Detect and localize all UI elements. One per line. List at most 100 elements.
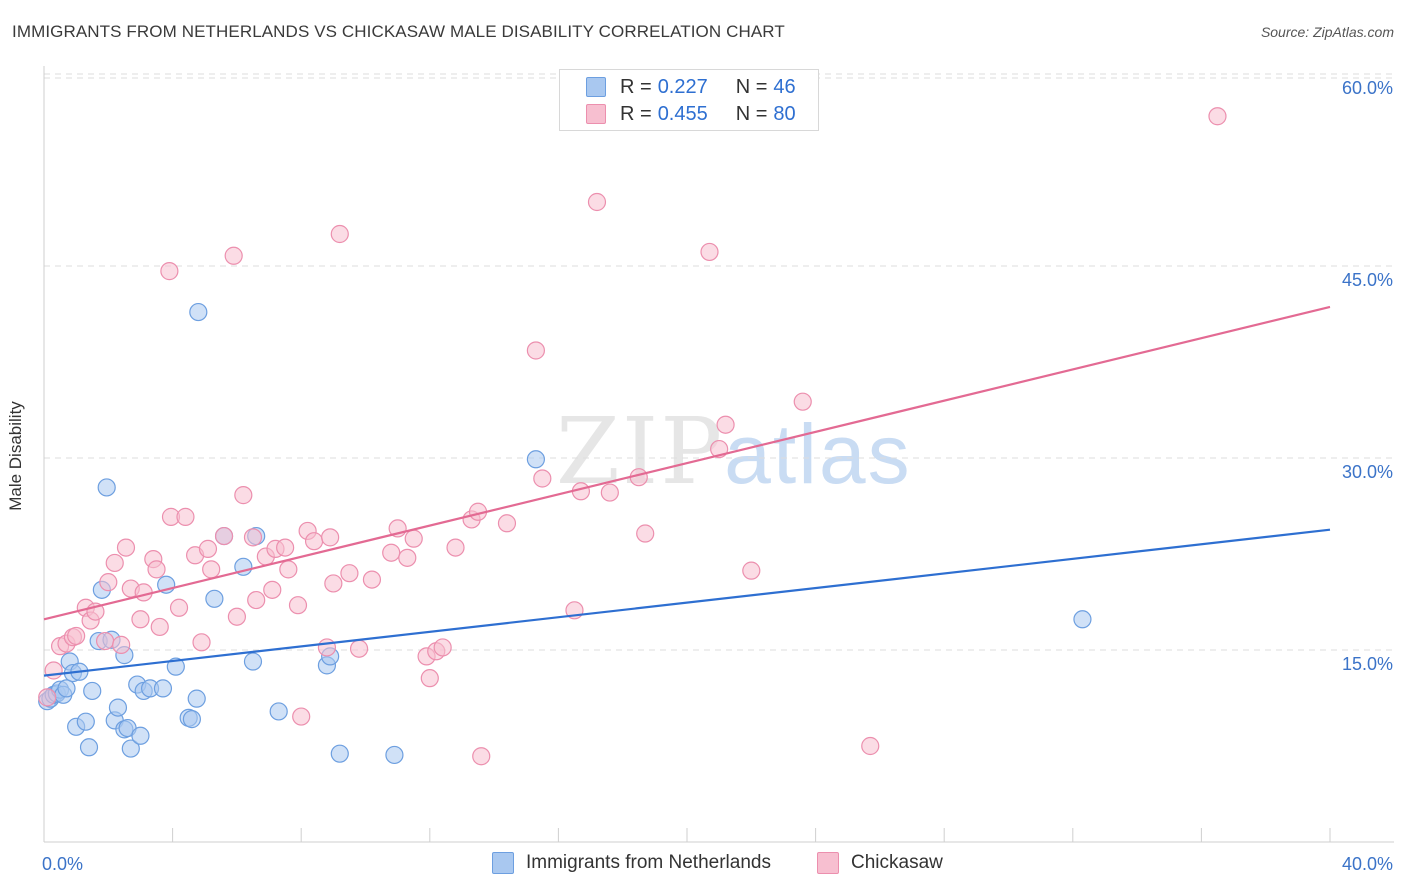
chickasaw-point [716,415,735,434]
netherlands-point [243,652,263,671]
netherlands-point [187,689,206,708]
series-legend: Immigrants from Netherlands Chickasaw [0,852,1406,878]
chickasaw-point [95,631,115,651]
netherlands-point [121,739,140,758]
netherlands-point [385,745,404,765]
chickasaw-point [861,736,880,756]
chickasaw-point [533,469,552,488]
y-tick-label: 30.0% [1342,462,1393,482]
netherlands-point [79,738,99,757]
chickasaw-point [192,633,211,652]
legend-r-value: 0.455 [657,102,708,125]
chickasaw-point [324,574,343,593]
legend-n-label: N = [735,75,768,98]
blue-swatch-icon [586,77,606,97]
y-axis-label: Male Disability [6,401,25,511]
chickasaw-point [227,607,246,626]
blue-swatch-icon [492,852,514,874]
netherlands-point [330,744,349,763]
chickasaw-point [349,639,369,658]
chickasaw-point [150,617,169,637]
legend-r-value: 0.227 [657,75,708,98]
chickasaw-point [67,626,86,646]
chickasaw-point [600,483,619,502]
chickasaw-point [234,486,253,505]
pink-swatch-icon [586,104,606,124]
chickasaw-point [317,638,337,657]
legend-row-netherlands: R = 0.227 N = 46 [586,75,796,99]
chickasaw-point [116,538,136,557]
chickasaw-point [433,638,452,657]
legend-r-label: R = [620,75,652,98]
chickasaw-point [382,543,401,562]
chickasaw-point [243,528,263,547]
legend-r-label: R = [620,102,652,125]
chickasaw-point [497,514,517,533]
netherlands-point [1073,610,1092,629]
netherlands-point [57,679,76,698]
netherlands-point [269,702,288,721]
chickasaw-point [105,553,124,573]
netherlands-trendline [43,528,1331,677]
chickasaw-point [288,596,308,615]
chickasaw-point [404,529,423,548]
chickasaw-point [446,538,465,557]
y-tick-label: 60.0% [1342,78,1393,98]
chickasaw-point [44,661,63,680]
chickasaw-trendline [43,305,1331,621]
chickasaw-point [793,392,812,411]
y-tick-label: 15.0% [1342,654,1393,674]
source-credit: Source: ZipAtlas.com [1260,24,1394,40]
chart-title: IMMIGRANTS FROM NETHERLANDS VS CHICKASAW… [12,22,785,41]
netherlands-point [108,698,128,717]
chickasaw-point [472,747,491,766]
netherlands-point [182,710,201,729]
legend-n-value: 80 [773,102,796,125]
legend-n-label: N = [735,102,768,125]
netherlands-point [131,726,150,745]
chickasaw-point [1208,107,1227,126]
netherlands-point [205,589,224,608]
netherlands-point [166,657,185,676]
chickasaw-point [134,583,153,602]
legend-n-value: 46 [773,75,796,98]
series-legend-label: Chickasaw [851,852,943,873]
chickasaw-point [420,669,439,688]
chickasaw-point [202,560,221,579]
netherlands-point [189,302,208,322]
chickasaw-point [176,507,195,526]
series-legend-netherlands[interactable]: Immigrants from Netherlands [492,852,771,874]
chickasaw-point [304,532,324,551]
chickasaw-point [247,590,266,610]
chickasaw-point [160,262,179,281]
labels-layer: 15.0% 30.0% 45.0% 60.0% 0.0% 40.0% [42,78,1393,874]
x-tick-label: 0.0% [42,854,83,874]
x-tick-label: 40.0% [1342,854,1393,874]
correlation-legend: R = 0.227 N = 46 R = 0.455 N = 80 [559,69,819,131]
chickasaw-point [224,246,243,265]
chickasaw-point [214,526,234,546]
chickasaw-point [340,564,359,583]
chickasaw-point [99,573,118,592]
netherlands-point [76,712,95,731]
chickasaw-point [147,560,166,579]
chickasaw-point [198,539,218,558]
netherlands-point [83,681,102,701]
chickasaw-point [330,224,349,244]
chickasaw-point [38,688,57,707]
chickasaw-point [587,192,607,212]
chickasaw-point [526,341,545,360]
y-tick-label: 45.0% [1342,270,1393,290]
netherlands-point [526,450,545,469]
watermark-atlas: atlas [724,407,912,501]
netherlands-point [153,679,173,698]
trend-layer [43,305,1331,677]
chickasaw-point [321,528,340,547]
chickasaw-point [169,598,189,617]
legend-row-chickasaw: R = 0.455 N = 80 [586,102,796,126]
chickasaw-point [276,538,295,557]
chickasaw-point [742,561,761,580]
points-layer [38,107,1227,766]
series-legend-chickasaw[interactable]: Chickasaw [817,852,943,874]
